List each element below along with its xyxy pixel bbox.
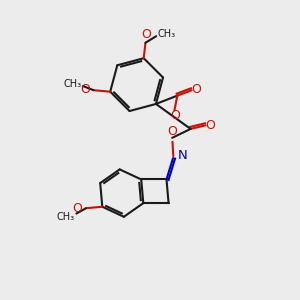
Text: O: O (205, 119, 215, 132)
Text: CH₃: CH₃ (158, 29, 176, 39)
Text: N: N (178, 149, 188, 162)
Text: O: O (80, 83, 90, 96)
Text: O: O (167, 125, 177, 138)
Text: O: O (141, 28, 151, 41)
Text: O: O (73, 202, 82, 215)
Text: CH₃: CH₃ (63, 79, 81, 89)
Text: CH₃: CH₃ (57, 212, 75, 221)
Text: O: O (170, 109, 180, 122)
Text: O: O (191, 83, 201, 97)
